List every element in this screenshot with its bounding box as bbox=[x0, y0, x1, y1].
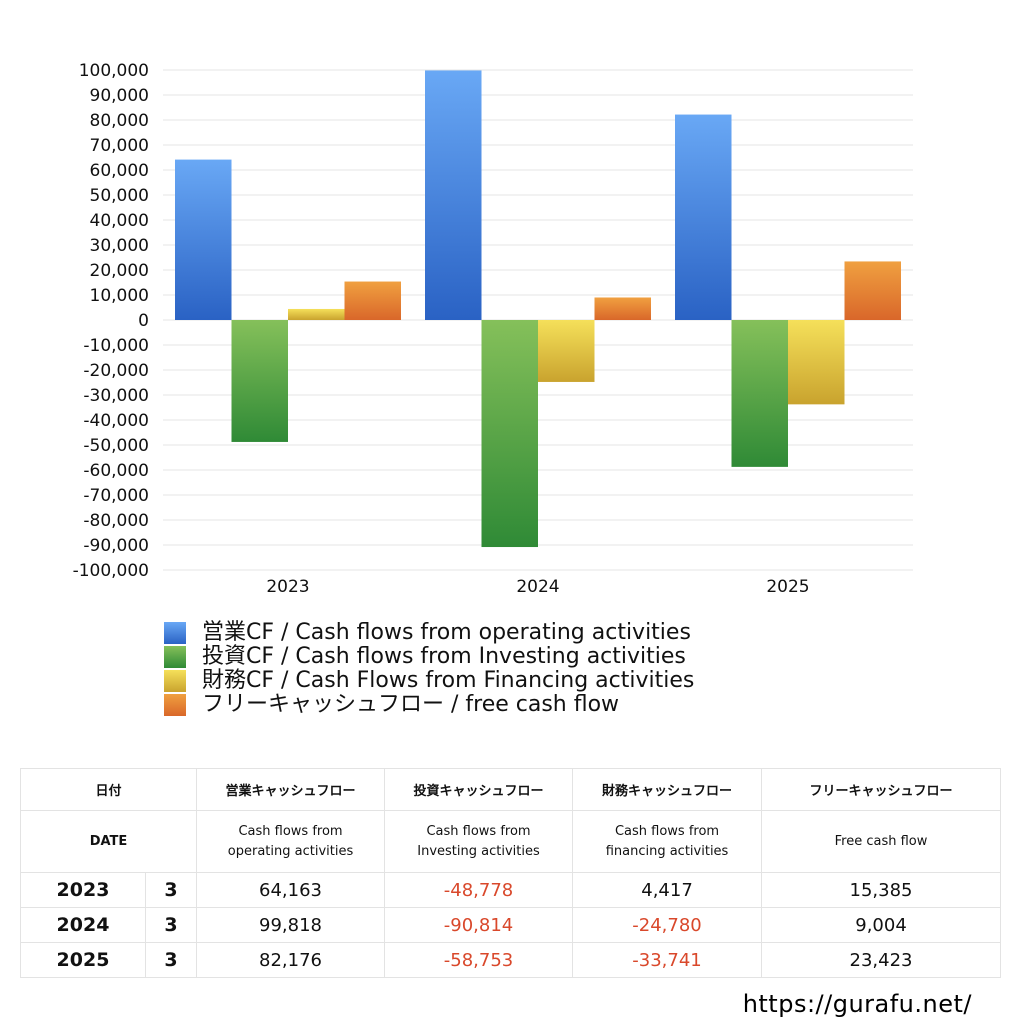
y-tick-label: 30,000 bbox=[90, 236, 149, 256]
bar-financing bbox=[288, 308, 345, 320]
y-tick-label: -50,000 bbox=[83, 436, 149, 456]
y-tick-label: -30,000 bbox=[83, 386, 149, 406]
cash-flow-bar-chart: 100,000 90,000 80,000 70,000 60,000 50,000 40,… bbox=[73, 61, 913, 597]
y-tick-label: 70,000 bbox=[90, 136, 149, 156]
legend-label-financing: 財務CF / Cash Flows from Financing activit… bbox=[202, 668, 695, 693]
cell-financing: -33,741 bbox=[572, 942, 763, 978]
cell-fcf: 23,423 bbox=[761, 942, 1002, 978]
legend-swatch-financing bbox=[164, 670, 186, 692]
cell-fcf: 15,385 bbox=[761, 872, 1002, 908]
legend-item-fcf: フリーキャッシュフロー / free cash flow bbox=[164, 693, 694, 717]
y-tick-label: -40,000 bbox=[83, 411, 149, 431]
y-tick-label: -20,000 bbox=[83, 361, 149, 381]
bar-operating bbox=[425, 70, 482, 320]
table-header-row-en: DATE Cash flows from operating activities… bbox=[19, 810, 1002, 873]
source-url[interactable]: https://gurafu.net/ bbox=[742, 990, 972, 1018]
header-operating-en-line1: Cash flows from bbox=[238, 823, 343, 839]
y-tick-label: -100,000 bbox=[73, 561, 149, 581]
legend-label-operating: 営業CF / Cash flows from operating activit… bbox=[202, 620, 691, 645]
row-year: 2025 bbox=[20, 942, 146, 978]
header-investing-en: Cash flows from Investing activities bbox=[384, 810, 574, 873]
y-tick-label: 100,000 bbox=[79, 61, 149, 81]
header-financing-en-line1: Cash flows from bbox=[614, 823, 720, 839]
bar-investing bbox=[231, 320, 288, 442]
table-row: 2025 3 82,176 -58,753 -33,741 23,423 bbox=[20, 942, 1002, 978]
bars bbox=[175, 70, 901, 548]
legend-item-investing: 投資CF / Cash flows from Investing activit… bbox=[164, 645, 694, 669]
y-tick-label: -90,000 bbox=[83, 536, 149, 556]
table-row: 2024 3 99,818 -90,814 -24,780 9,004 bbox=[20, 907, 1002, 943]
header-financing-jp: 財務キャッシュフロー bbox=[572, 768, 763, 811]
cash-flow-table: 日付 営業キャッシュフロー 投資キャッシュフロー 財務キャッシュフロー フリーキ… bbox=[19, 768, 1002, 978]
legend-swatch-investing bbox=[164, 646, 186, 668]
header-investing-jp: 投資キャッシュフロー bbox=[384, 768, 574, 811]
header-date-en: DATE bbox=[19, 810, 198, 873]
y-tick-label: 10,000 bbox=[90, 286, 149, 306]
cell-financing: -24,780 bbox=[572, 907, 763, 943]
table-row: 2023 3 64,163 -48,778 4,417 15,385 bbox=[20, 872, 1002, 908]
header-financing-en: Cash flows from financing activities bbox=[572, 810, 763, 873]
cell-investing: -58,753 bbox=[384, 942, 574, 978]
cell-operating: 82,176 bbox=[196, 942, 386, 978]
y-tick-label: 50,000 bbox=[90, 186, 149, 206]
header-date-jp: 日付 bbox=[19, 768, 198, 811]
bar-investing bbox=[481, 320, 538, 548]
legend-item-financing: 財務CF / Cash Flows from Financing activit… bbox=[164, 669, 694, 693]
header-operating-en-line2: operating activities bbox=[227, 843, 354, 859]
row-year: 2024 bbox=[20, 907, 146, 943]
y-tick-label: 90,000 bbox=[90, 86, 149, 106]
y-tick-label: -80,000 bbox=[83, 511, 149, 531]
bar-investing bbox=[731, 320, 788, 467]
cell-investing: -90,814 bbox=[384, 907, 574, 943]
cell-financing: 4,417 bbox=[572, 872, 763, 908]
x-tick-label: 2023 bbox=[266, 577, 309, 597]
bar-operating bbox=[675, 114, 732, 320]
y-tick-label: -10,000 bbox=[83, 336, 149, 356]
header-fcf-jp: フリーキャッシュフロー bbox=[761, 768, 1002, 811]
cell-fcf: 9,004 bbox=[761, 907, 1002, 943]
bar-operating bbox=[175, 159, 232, 320]
bar-financing bbox=[538, 320, 595, 382]
x-tick-label: 2025 bbox=[766, 577, 809, 597]
legend-swatch-fcf bbox=[164, 694, 186, 716]
chart-legend: 営業CF / Cash flows from operating activit… bbox=[164, 621, 694, 717]
legend-item-operating: 営業CF / Cash flows from operating activit… bbox=[164, 621, 694, 645]
legend-label-investing: 投資CF / Cash flows from Investing activit… bbox=[202, 644, 686, 669]
bar-financing bbox=[788, 320, 845, 405]
cell-operating: 64,163 bbox=[196, 872, 386, 908]
row-year: 2023 bbox=[20, 872, 146, 908]
x-axis-tick-labels: 2023 2024 2025 bbox=[266, 577, 809, 597]
header-fcf-en: Free cash flow bbox=[761, 810, 1002, 873]
header-operating-jp: 営業キャッシュフロー bbox=[196, 768, 386, 811]
x-tick-label: 2024 bbox=[516, 577, 559, 597]
legend-swatch-operating bbox=[164, 622, 186, 644]
y-tick-label: 0 bbox=[138, 311, 149, 331]
cell-investing: -48,778 bbox=[384, 872, 574, 908]
row-month: 3 bbox=[144, 872, 198, 908]
cell-operating: 99,818 bbox=[196, 907, 386, 943]
row-month: 3 bbox=[144, 907, 198, 943]
legend-label-fcf: フリーキャッシュフロー / free cash flow bbox=[202, 692, 620, 717]
bar-fcf bbox=[594, 297, 651, 320]
bar-fcf bbox=[844, 261, 901, 320]
header-investing-en-line1: Cash flows from bbox=[426, 823, 531, 839]
header-operating-en: Cash flows from operating activities bbox=[196, 810, 386, 873]
table-header-row-jp: 日付 営業キャッシュフロー 投資キャッシュフロー 財務キャッシュフロー フリーキ… bbox=[19, 768, 1002, 811]
y-tick-label: 40,000 bbox=[90, 211, 149, 231]
y-tick-label: -60,000 bbox=[83, 461, 149, 481]
header-investing-en-line2: Investing activities bbox=[417, 843, 540, 859]
row-month: 3 bbox=[144, 942, 198, 978]
y-tick-label: -70,000 bbox=[83, 486, 149, 506]
y-tick-label: 20,000 bbox=[90, 261, 149, 281]
y-tick-label: 60,000 bbox=[90, 161, 149, 181]
bar-fcf bbox=[344, 281, 401, 320]
header-financing-en-line2: financing activities bbox=[605, 843, 729, 859]
y-tick-label: 80,000 bbox=[90, 111, 149, 131]
y-axis-tick-labels: 100,000 90,000 80,000 70,000 60,000 50,000 40,… bbox=[73, 61, 149, 581]
